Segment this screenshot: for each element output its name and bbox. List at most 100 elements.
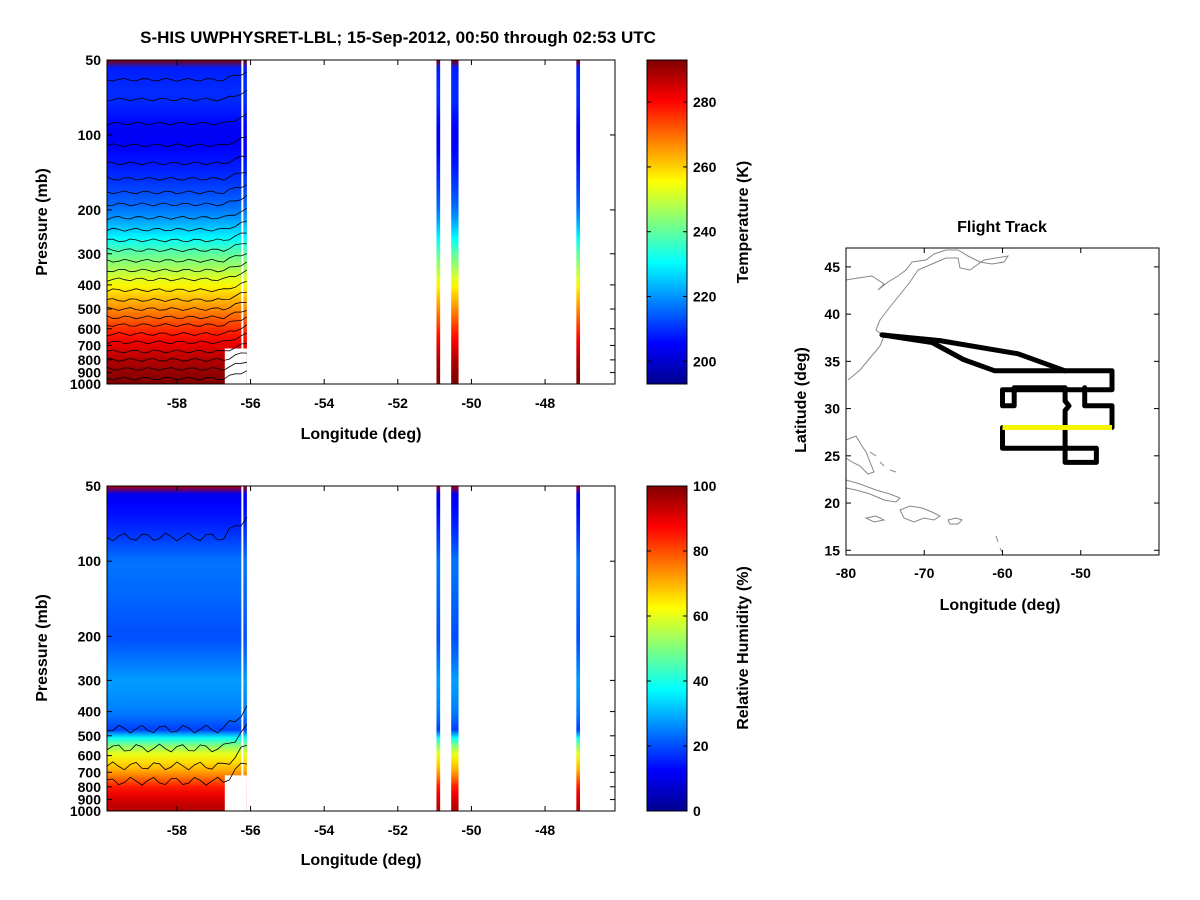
contour-line: [107, 155, 247, 166]
coastline-map: [846, 249, 1010, 553]
contour-line: [107, 324, 248, 337]
y-tick-label: 50: [85, 52, 101, 68]
y-tick-label: 25: [824, 448, 840, 464]
coastline-lesser-antilles: [995, 535, 1003, 553]
x-tick-label: -54: [314, 395, 334, 411]
contour-line: [107, 261, 248, 273]
humidity-colorbar-label: Relative Humidity (%): [735, 566, 752, 730]
data-column: [436, 486, 441, 811]
temperature-axes-box: [106, 59, 616, 385]
y-tick-label: 800: [78, 352, 102, 368]
coastline-hispaniola: [899, 505, 941, 523]
x-tick-label: -58: [167, 822, 187, 838]
data-column: [451, 486, 459, 811]
coastline-florida: [846, 435, 875, 475]
contour-line: [107, 292, 247, 302]
x-tick-label: -56: [240, 822, 260, 838]
contour-line: [107, 232, 247, 243]
humidity-panel: -58 -56 -54 -52 -50 -485010020030040050060070…: [34, 478, 752, 869]
coastline-north-america: [846, 249, 1010, 381]
contour-line: [107, 184, 248, 195]
humidity-colorbar-ticks: 0 20 40 60 80 100: [647, 478, 717, 819]
flight-track-path: [879, 332, 1115, 465]
temperature-ylabel: Pressure (mb): [34, 168, 51, 276]
humidity-data: [107, 486, 581, 811]
x-tick-label: -50: [1071, 565, 1091, 581]
data-column: [576, 486, 581, 811]
y-tick-label: 40: [824, 306, 840, 322]
figure-title: S-HIS UWPHYSRET-LBL; 15-Sep-2012, 00:50 …: [140, 28, 656, 47]
colorbar-tick-label: 60: [693, 608, 709, 624]
contour-line: [107, 332, 248, 345]
x-tick-label: -80: [836, 565, 856, 581]
humidity-axes-box: [106, 485, 616, 812]
humidity-contours: [107, 516, 248, 786]
x-tick-label: -54: [314, 822, 334, 838]
y-tick-label: 200: [78, 202, 102, 218]
y-tick-label: 900: [78, 365, 102, 381]
contour-line: [107, 724, 248, 753]
contour-line: [107, 89, 248, 102]
temperature-colorbar: [646, 59, 688, 385]
y-tick-label: 200: [78, 628, 102, 644]
x-tick-label: -52: [388, 822, 408, 838]
data-column: [451, 60, 459, 384]
coastline-cuba: [846, 479, 901, 503]
data-column: [107, 486, 247, 811]
flight-track-ylabel: Latitude (deg): [793, 347, 810, 453]
contour-line: [107, 207, 248, 221]
y-tick-label: 500: [78, 301, 102, 317]
contour-line: [107, 113, 248, 126]
missing-data: [224, 348, 247, 384]
y-tick-label: 1000: [70, 803, 101, 819]
y-tick-label: 700: [78, 764, 102, 780]
contour-line: [107, 269, 248, 282]
contour-line: [107, 195, 248, 207]
coastline-puerto-rico: [947, 517, 963, 525]
y-tick-label: 600: [78, 321, 102, 337]
contour-line: [107, 516, 248, 542]
contour-line: [107, 243, 247, 253]
temperature-xlabel: Longitude (deg): [301, 426, 422, 443]
data-column: [436, 60, 441, 384]
humidity-ticks: -58 -56 -54 -52 -50 -48 50 100 200 300 400 500 60070…: [70, 478, 615, 838]
colorbar-tick-label: 80: [693, 543, 709, 559]
y-tick-label: 35: [824, 353, 840, 369]
contour-line: [107, 171, 247, 181]
y-tick-label: 900: [78, 792, 102, 808]
y-tick-label: 400: [78, 277, 102, 293]
y-tick-label: 100: [78, 553, 102, 569]
y-tick-label: 500: [78, 728, 102, 744]
colorbar-tick-label: 220: [693, 289, 717, 305]
x-tick-label: -56: [240, 395, 260, 411]
colorbar-tick-label: 280: [693, 94, 717, 110]
y-tick-label: 300: [78, 246, 102, 262]
y-tick-label: 50: [85, 478, 101, 494]
x-tick-label: -50: [461, 822, 481, 838]
y-tick-label: 20: [824, 495, 840, 511]
temperature-ticks: -58 -56 -54 -52 -50 -48 50 100 200 300 400 500 60070…: [70, 52, 615, 411]
temperature-colorbar-label: Temperature (K): [735, 161, 752, 283]
colorbar-tick-label: 40: [693, 673, 709, 689]
x-tick-label: -58: [167, 395, 187, 411]
contour-line: [107, 71, 248, 82]
y-tick-label: 15: [824, 542, 840, 558]
flight-track-title: Flight Track: [957, 219, 1047, 236]
y-tick-label: 800: [78, 779, 102, 795]
humidity-ylabel: Pressure (mb): [34, 594, 51, 702]
y-tick-label: 700: [78, 337, 102, 353]
x-tick-label: -48: [535, 822, 555, 838]
data-gap-line: [241, 486, 244, 811]
colorbar-tick-label: 20: [693, 738, 709, 754]
contour-line: [107, 136, 247, 148]
data-column: [576, 60, 581, 384]
y-tick-label: 45: [824, 259, 840, 275]
data-column: [107, 60, 247, 384]
coastline-bahamas: [869, 451, 897, 473]
y-tick-label: 100: [78, 127, 102, 143]
contour-line: [107, 705, 248, 734]
humidity-colorbar: [646, 485, 688, 812]
x-tick-label: -60: [992, 565, 1012, 581]
y-tick-label: 400: [78, 704, 102, 720]
